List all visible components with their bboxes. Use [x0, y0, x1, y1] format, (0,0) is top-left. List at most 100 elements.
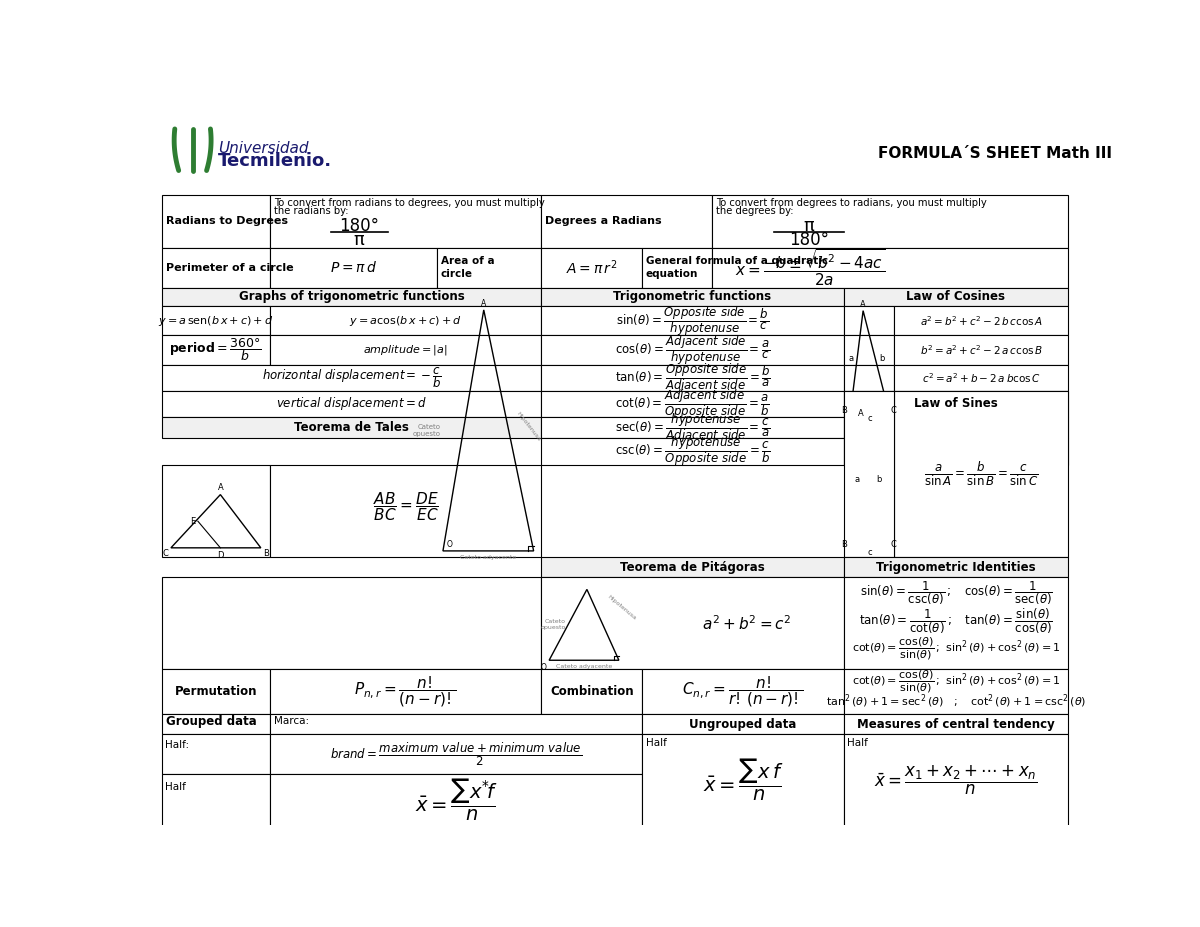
Text: To convert from degrees to radians, you must multiply: To convert from degrees to radians, you … [715, 197, 986, 208]
Text: $brand = \dfrac{maximum\ value + minimum\ value}{2}$: $brand = \dfrac{maximum\ value + minimum… [330, 741, 582, 768]
Text: Cateto adyacente: Cateto adyacente [460, 554, 516, 560]
FancyBboxPatch shape [894, 364, 1068, 391]
FancyBboxPatch shape [844, 287, 1068, 306]
Text: Teorema de Tales: Teorema de Tales [294, 421, 409, 434]
Text: $\cot(\theta) = \dfrac{\mathit{Adjacent\ side}}{\mathit{Opposite\ side}} = \dfra: $\cot(\theta) = \dfrac{\mathit{Adjacent\… [616, 387, 770, 421]
Text: Trigonometric Identities: Trigonometric Identities [876, 561, 1036, 574]
Text: $\sin(\theta) = \dfrac{1}{\csc(\theta)}\,;\quad \cos(\theta) = \dfrac{1}{\sec(\t: $\sin(\theta) = \dfrac{1}{\csc(\theta)}\… [859, 579, 1052, 606]
Text: $\dfrac{AB}{BC} = \dfrac{DE}{EC}$: $\dfrac{AB}{BC} = \dfrac{DE}{EC}$ [373, 489, 439, 523]
FancyBboxPatch shape [437, 248, 541, 287]
Text: $\cos(\theta) = \dfrac{\mathit{Adjacent\ side}}{\mathit{hypotenuse}} = \dfrac{a}: $\cos(\theta) = \dfrac{\mathit{Adjacent\… [614, 333, 770, 367]
FancyBboxPatch shape [162, 196, 270, 248]
FancyBboxPatch shape [844, 714, 1068, 734]
Text: Hipotenusa: Hipotenusa [607, 594, 637, 621]
FancyBboxPatch shape [712, 196, 1068, 248]
FancyBboxPatch shape [162, 734, 270, 774]
Text: the degrees by:: the degrees by: [715, 206, 793, 216]
Text: $a^2 + b^2 = c^2$: $a^2 + b^2 = c^2$ [702, 614, 792, 632]
FancyBboxPatch shape [270, 196, 541, 248]
Text: $\tan(\theta) = \dfrac{\mathit{Opposite\ side}}{\mathit{Adjacent\ side}} = \dfra: $\tan(\theta) = \dfrac{\mathit{Opposite\… [614, 361, 770, 395]
FancyBboxPatch shape [844, 734, 1068, 827]
FancyBboxPatch shape [270, 734, 642, 774]
Text: Cateto adyacente: Cateto adyacente [556, 664, 612, 669]
Text: Universidad: Universidad [218, 141, 308, 156]
FancyBboxPatch shape [642, 734, 844, 827]
FancyBboxPatch shape [642, 669, 844, 714]
FancyBboxPatch shape [270, 248, 437, 287]
Text: $c^2 = a^2 + b - 2\,a\,b\cos C$: $c^2 = a^2 + b - 2\,a\,b\cos C$ [922, 371, 1040, 385]
Text: π: π [803, 217, 814, 235]
FancyBboxPatch shape [162, 248, 270, 287]
Text: a: a [848, 354, 853, 362]
Text: b: b [876, 476, 882, 485]
FancyBboxPatch shape [844, 557, 1068, 578]
Text: circle: circle [440, 269, 473, 279]
Text: A: A [860, 300, 866, 309]
Text: a: a [854, 476, 859, 485]
FancyBboxPatch shape [844, 391, 894, 557]
FancyBboxPatch shape [162, 287, 541, 306]
Text: $y = a\cos(b\,x + c) + d$: $y = a\cos(b\,x + c) + d$ [349, 313, 462, 327]
Text: $b^2 = a^2 + c^2 - 2\,a\,c\cos B$: $b^2 = a^2 + c^2 - 2\,a\,c\cos B$ [919, 343, 1043, 357]
Text: $amplitude = |a|$: $amplitude = |a|$ [364, 343, 448, 357]
FancyBboxPatch shape [162, 306, 270, 336]
Text: Teorema de Pitágoras: Teorema de Pitágoras [620, 561, 764, 574]
Text: 180°: 180° [788, 231, 829, 248]
FancyBboxPatch shape [541, 287, 844, 306]
FancyBboxPatch shape [894, 391, 1068, 557]
FancyBboxPatch shape [844, 669, 1068, 714]
Text: Half: Half [166, 782, 186, 793]
Text: $\sin(\theta) = \dfrac{\mathit{Opposite\ side}}{\mathit{hypotenuse}} = \dfrac{b}: $\sin(\theta) = \dfrac{\mathit{Opposite\… [616, 304, 769, 337]
FancyBboxPatch shape [894, 336, 1068, 364]
Text: Degrees a Radians: Degrees a Radians [545, 216, 662, 226]
Text: $P = \pi\, d$: $P = \pi\, d$ [330, 260, 377, 275]
Text: C: C [163, 550, 168, 558]
Text: C: C [890, 540, 896, 550]
Text: Hipotenusa: Hipotenusa [515, 411, 541, 442]
Text: Combination: Combination [550, 685, 634, 698]
Text: Grouped data: Grouped data [166, 715, 257, 728]
Text: A: A [481, 299, 486, 309]
Text: Permutation: Permutation [175, 685, 257, 698]
FancyBboxPatch shape [541, 306, 844, 336]
FancyBboxPatch shape [162, 669, 270, 714]
FancyBboxPatch shape [541, 336, 844, 364]
Text: $\bar{x} = \dfrac{\sum x\,f}{n}$: $\bar{x} = \dfrac{\sum x\,f}{n}$ [702, 757, 784, 804]
FancyBboxPatch shape [541, 391, 844, 417]
FancyBboxPatch shape [541, 417, 844, 438]
Text: Area of a: Area of a [440, 257, 494, 266]
FancyBboxPatch shape [162, 714, 270, 734]
Text: Half: Half [646, 739, 667, 748]
FancyBboxPatch shape [642, 248, 712, 287]
FancyBboxPatch shape [844, 364, 894, 391]
Text: $\bar{x} = \dfrac{\sum x^{*}\! f}{n}$: $\bar{x} = \dfrac{\sum x^{*}\! f}{n}$ [415, 778, 497, 823]
Text: A: A [858, 410, 864, 418]
Text: D: D [217, 551, 223, 560]
Text: O: O [541, 663, 547, 671]
Text: O: O [446, 540, 452, 549]
FancyBboxPatch shape [162, 336, 270, 364]
Text: Tecmilenio.: Tecmilenio. [218, 152, 332, 171]
Text: c: c [868, 413, 872, 423]
Text: FORMULA´S SHEET Math III: FORMULA´S SHEET Math III [877, 146, 1111, 161]
Text: π: π [354, 231, 365, 248]
FancyBboxPatch shape [541, 196, 712, 248]
Text: $y = a\,\mathrm{sen}(b\,x + c) + d$: $y = a\,\mathrm{sen}(b\,x + c) + d$ [158, 313, 274, 327]
Text: $\cot(\theta) = \dfrac{\cos(\theta)}{\sin(\theta)}\,;\ \sin^2(\theta) + \cos^2(\: $\cot(\theta) = \dfrac{\cos(\theta)}{\si… [852, 636, 1061, 663]
Text: Law of Cosines: Law of Cosines [906, 290, 1006, 303]
FancyBboxPatch shape [162, 364, 541, 391]
Text: $\bar{x} = \dfrac{x_1 + x_2 + \cdots + x_n}{n}$: $\bar{x} = \dfrac{x_1 + x_2 + \cdots + x… [874, 764, 1038, 797]
Text: $\sec(\theta) = \dfrac{\mathit{hypotenuse}}{\mathit{Adjacent\ side}} = \dfrac{c}: $\sec(\theta) = \dfrac{\mathit{hypotenus… [614, 411, 770, 445]
Text: A: A [217, 483, 223, 492]
FancyBboxPatch shape [642, 714, 844, 734]
FancyBboxPatch shape [844, 417, 1068, 438]
FancyBboxPatch shape [712, 248, 1068, 287]
Text: $P_{n,r} = \dfrac{n!}{(n-r)!}$: $P_{n,r} = \dfrac{n!}{(n-r)!}$ [354, 675, 457, 709]
Text: To convert from radians to degrees, you must multiply: To convert from radians to degrees, you … [274, 197, 545, 208]
Text: General formula of a quadratic: General formula of a quadratic [646, 257, 828, 266]
Text: equation: equation [646, 269, 698, 279]
FancyBboxPatch shape [844, 336, 894, 364]
Text: Marca:: Marca: [274, 717, 310, 726]
Text: $\tan(\theta) = \dfrac{1}{\cot(\theta)}\,;\quad \tan(\theta) = \dfrac{\sin(\thet: $\tan(\theta) = \dfrac{1}{\cot(\theta)}\… [859, 606, 1052, 636]
Text: Measures of central tendency: Measures of central tendency [857, 717, 1055, 730]
